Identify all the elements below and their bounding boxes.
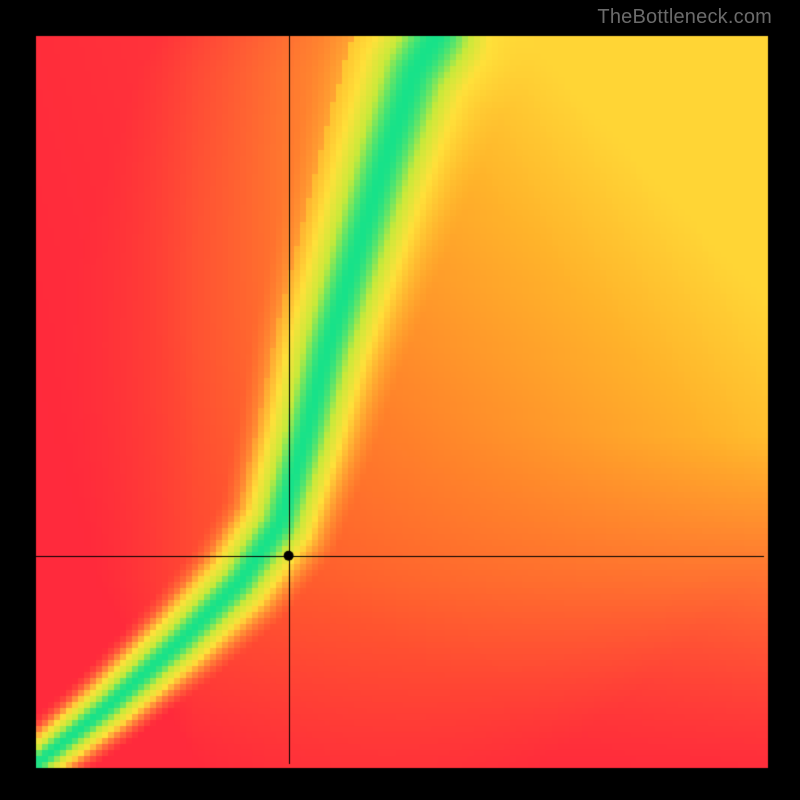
- heatmap-canvas: [0, 0, 800, 800]
- chart-container: TheBottleneck.com: [0, 0, 800, 800]
- watermark-label: TheBottleneck.com: [597, 6, 772, 29]
